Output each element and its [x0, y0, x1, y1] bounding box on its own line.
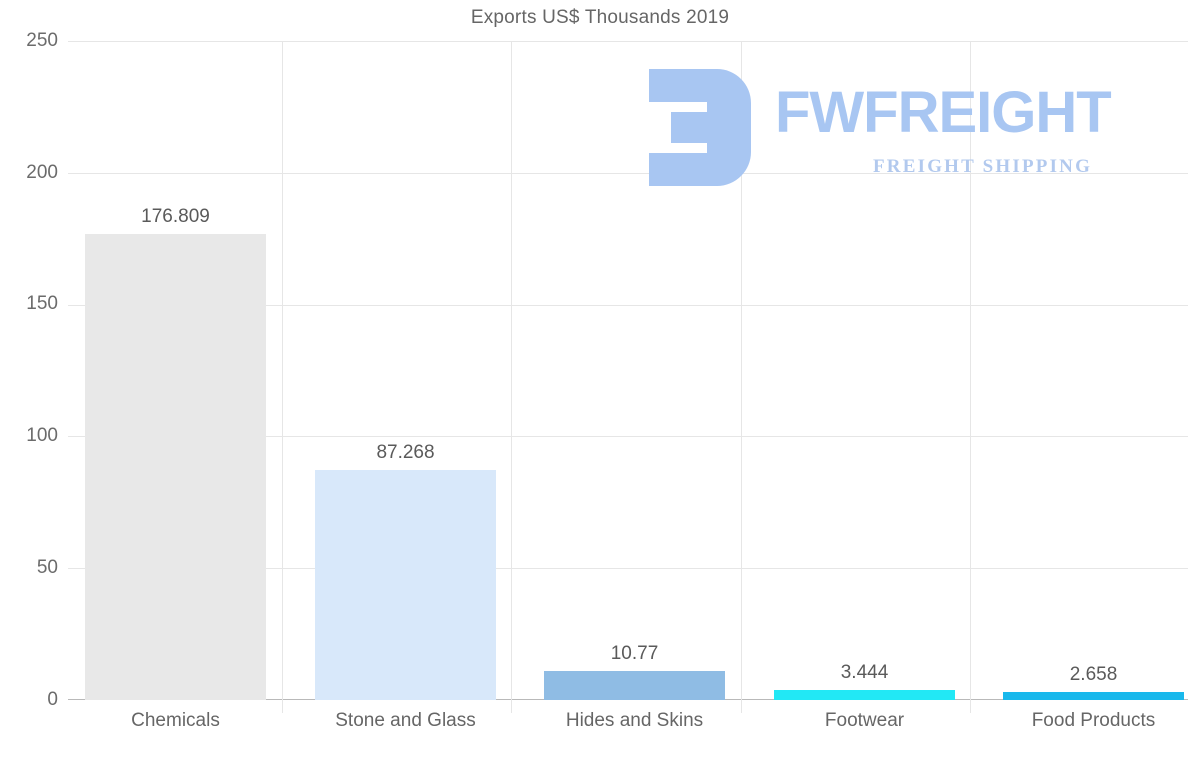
bar-footwear[interactable] [774, 690, 955, 700]
y-tick-label: 200 [26, 162, 58, 183]
bar-value-chemicals: 176.809 [141, 206, 210, 227]
chart-title: Exports US$ Thousands 2019 [470, 7, 730, 28]
bar-chemicals[interactable] [85, 234, 266, 700]
y-axis-labels: 250 200 150 100 50 0 [0, 0, 60, 763]
y-tick-label: 150 [26, 293, 58, 314]
y-tick-label: 100 [26, 425, 58, 446]
bars-container: 176.809 87.268 10.77 3.444 2.658 [68, 41, 1188, 700]
gridline-250 [68, 41, 1188, 42]
bar-value-stone-and-glass: 87.268 [376, 442, 435, 463]
bar-group-food-products[interactable]: 2.658 [1003, 41, 1184, 700]
x-axis-labels: Chemicals Stone and Glass Hides and Skin… [68, 710, 1188, 746]
category-divider [741, 41, 742, 713]
x-tick-label-stone-and-glass: Stone and Glass [335, 710, 476, 731]
x-tick-label-hides-and-skins: Hides and Skins [565, 710, 704, 731]
y-tick-label: 50 [36, 557, 58, 578]
x-tick-label-footwear: Footwear [824, 710, 905, 731]
bar-group-chemicals[interactable]: 176.809 [85, 41, 266, 700]
gridline-50 [68, 568, 1188, 569]
bar-value-food-products: 2.658 [1069, 664, 1118, 685]
x-tick-label-food-products: Food Products [1031, 710, 1156, 731]
bar-group-stone-and-glass[interactable]: 87.268 [315, 41, 496, 700]
y-tick-label: 250 [26, 30, 58, 51]
category-divider [970, 41, 971, 713]
gridline-150 [68, 305, 1188, 306]
bar-value-hides-and-skins: 10.77 [610, 643, 659, 664]
bar-hides-and-skins[interactable] [544, 671, 725, 700]
bar-food-products[interactable] [1003, 692, 1184, 700]
category-divider [282, 41, 283, 713]
gridline-100 [68, 436, 1188, 437]
bar-stone-and-glass[interactable] [315, 470, 496, 700]
gridline-200 [68, 173, 1188, 174]
x-tick-label-chemicals: Chemicals [131, 710, 220, 731]
bar-group-hides-and-skins[interactable]: 10.77 [544, 41, 725, 700]
bar-value-footwear: 3.444 [840, 662, 889, 683]
category-divider [511, 41, 512, 713]
bar-group-footwear[interactable]: 3.444 [774, 41, 955, 700]
y-tick-label: 0 [47, 689, 58, 710]
